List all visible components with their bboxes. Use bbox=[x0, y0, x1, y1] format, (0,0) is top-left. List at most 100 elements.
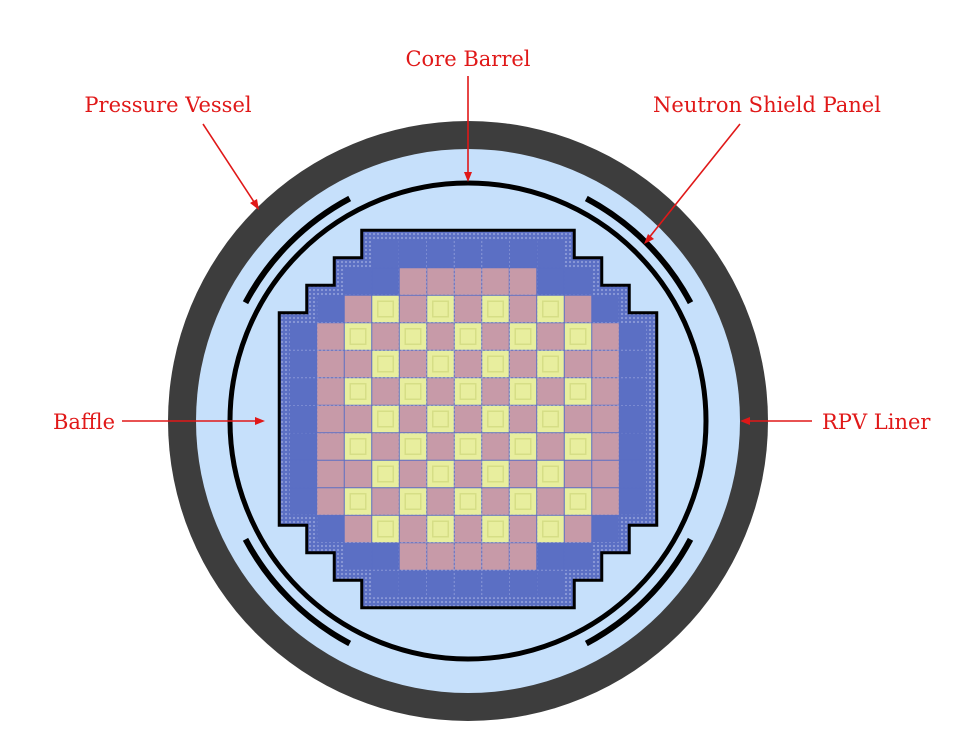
fuel-assembly bbox=[317, 295, 344, 323]
fuel-assembly bbox=[619, 323, 647, 350]
fuel-assembly bbox=[372, 515, 399, 543]
fuel-assembly bbox=[537, 433, 564, 460]
fuel-assembly bbox=[537, 405, 564, 433]
assembly-inner-ring bbox=[569, 493, 587, 510]
assembly-inner-ring bbox=[487, 410, 504, 428]
fuel-assembly bbox=[482, 570, 509, 598]
assembly-inner-ring bbox=[349, 328, 367, 345]
fuel-assembly bbox=[509, 295, 537, 323]
fuel-assembly bbox=[482, 240, 509, 268]
fuel-assembly bbox=[399, 543, 427, 570]
fuel-assembly bbox=[537, 378, 564, 405]
assembly-inner-ring bbox=[349, 493, 367, 510]
fuel-assembly bbox=[564, 295, 592, 323]
fuel-assembly bbox=[372, 240, 399, 268]
assembly-inner-ring bbox=[404, 438, 422, 455]
fuel-assembly bbox=[399, 240, 427, 268]
assembly-inner-ring bbox=[404, 493, 422, 510]
assembly-inner-ring bbox=[459, 438, 477, 455]
fuel-assembly bbox=[399, 570, 427, 598]
fuel-assembly bbox=[482, 323, 509, 350]
fuel-assembly bbox=[372, 433, 399, 460]
assembly-inner-ring bbox=[404, 383, 422, 400]
fuel-assembly bbox=[454, 488, 482, 515]
fuel-assembly bbox=[537, 323, 564, 350]
fuel-assembly bbox=[509, 433, 537, 460]
fuel-assembly bbox=[537, 268, 564, 295]
fuel-assembly bbox=[399, 460, 427, 488]
assembly-inner-ring bbox=[349, 383, 367, 400]
fuel-assembly bbox=[289, 323, 317, 350]
fuel-assembly bbox=[427, 268, 454, 295]
fuel-assembly bbox=[344, 515, 372, 543]
assembly-inner-ring bbox=[377, 410, 394, 428]
fuel-assembly bbox=[399, 323, 427, 350]
fuel-assembly bbox=[482, 268, 509, 295]
assembly-inner-ring bbox=[569, 328, 587, 345]
fuel-assembly bbox=[592, 515, 619, 543]
fuel-assembly bbox=[509, 460, 537, 488]
fuel-assembly bbox=[537, 295, 564, 323]
fuel-assembly bbox=[372, 350, 399, 378]
fuel-assembly bbox=[537, 543, 564, 570]
fuel-assembly bbox=[372, 378, 399, 405]
fuel-assembly bbox=[482, 488, 509, 515]
assembly-inner-ring bbox=[349, 438, 367, 455]
fuel-assembly bbox=[344, 268, 372, 295]
arrowhead-baffle bbox=[255, 417, 265, 425]
label-rpv-liner: RPV Liner bbox=[822, 410, 931, 434]
fuel-assembly bbox=[537, 570, 564, 598]
assembly-inner-ring bbox=[487, 355, 504, 373]
fuel-assembly bbox=[344, 543, 372, 570]
assembly-inner-ring bbox=[542, 300, 559, 318]
assembly-inner-ring bbox=[487, 520, 504, 538]
fuel-assembly bbox=[482, 350, 509, 378]
fuel-assembly bbox=[564, 515, 592, 543]
fuel-assembly bbox=[372, 570, 399, 598]
fuel-assembly bbox=[427, 488, 454, 515]
fuel-assembly bbox=[399, 295, 427, 323]
assembly-inner-ring bbox=[487, 465, 504, 483]
fuel-assembly bbox=[344, 350, 372, 378]
assembly-inner-ring bbox=[459, 493, 477, 510]
assembly-inner-ring bbox=[542, 465, 559, 483]
fuel-assembly bbox=[537, 460, 564, 488]
label-pressure-vessel: Pressure Vessel bbox=[84, 93, 251, 117]
fuel-assembly bbox=[482, 295, 509, 323]
fuel-assembly bbox=[399, 350, 427, 378]
fuel-assembly bbox=[289, 350, 317, 378]
fuel-assembly bbox=[454, 543, 482, 570]
fuel-assembly bbox=[289, 405, 317, 433]
fuel-assembly bbox=[564, 378, 592, 405]
assembly-inner-ring bbox=[569, 383, 587, 400]
fuel-assembly bbox=[427, 460, 454, 488]
fuel-assembly bbox=[537, 350, 564, 378]
assembly-inner-ring bbox=[432, 410, 449, 428]
fuel-assembly bbox=[482, 515, 509, 543]
fuel-assembly bbox=[619, 460, 647, 488]
fuel-assembly bbox=[454, 515, 482, 543]
fuel-assembly bbox=[564, 350, 592, 378]
neutron-shield-panel-3 bbox=[242, 537, 352, 647]
fuel-assembly bbox=[427, 543, 454, 570]
annotations: Core Barrel Pressure Vessel Neutron Shie… bbox=[53, 47, 931, 434]
fuel-assembly bbox=[619, 405, 647, 433]
arrowhead-core-barrel bbox=[464, 172, 472, 182]
fuel-assembly bbox=[344, 405, 372, 433]
fuel-assembly bbox=[399, 488, 427, 515]
fuel-assembly bbox=[344, 323, 372, 350]
fuel-assembly bbox=[592, 350, 619, 378]
fuel-assembly bbox=[537, 515, 564, 543]
arrowhead-neutron-shield-panel bbox=[644, 234, 654, 244]
arrowhead-pressure-vessel bbox=[250, 199, 259, 210]
fuel-assembly bbox=[344, 488, 372, 515]
fuel-assembly bbox=[454, 570, 482, 598]
assembly-inner-ring bbox=[459, 383, 477, 400]
fuel-assembly bbox=[289, 433, 317, 460]
fuel-assembly bbox=[454, 405, 482, 433]
fuel-assembly bbox=[344, 295, 372, 323]
fuel-assembly bbox=[454, 350, 482, 378]
fuel-assembly bbox=[509, 378, 537, 405]
fuel-assembly bbox=[454, 378, 482, 405]
